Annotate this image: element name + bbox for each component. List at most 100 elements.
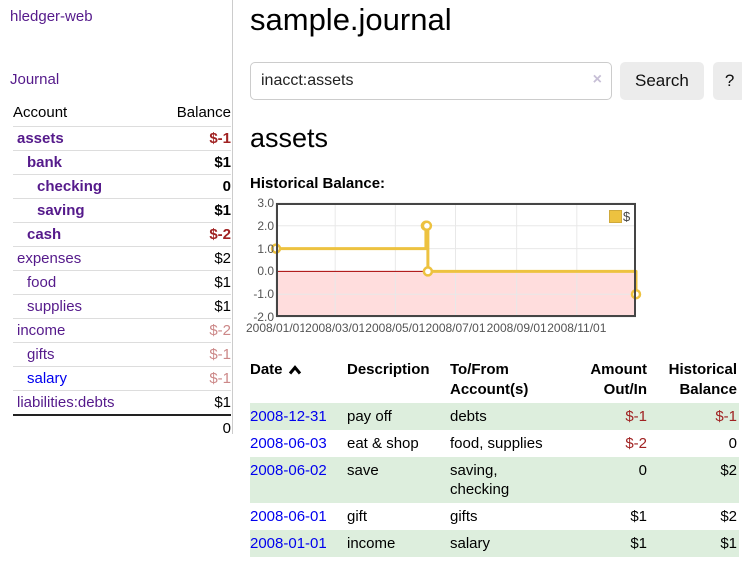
account-link[interactable]: gifts (27, 346, 55, 363)
account-balance: $2 (155, 246, 231, 271)
accounts-header-balance: Balance (176, 104, 231, 121)
account-row: income $-2 (13, 318, 231, 343)
account-link[interactable]: income (17, 322, 66, 339)
accounts-table: Account Balance assets $-1 bank $1 checking 0… (13, 102, 231, 441)
y-axis-tick-label: 2.0 (257, 218, 274, 233)
transaction-accounts: food, supplies (450, 435, 543, 452)
transaction-row: 2008-06-02 save saving, checking 0 $2 (250, 457, 739, 503)
accounts-total-row: 0 (13, 414, 231, 441)
account-balance: 0 (155, 174, 231, 199)
transaction-amount: $1 (630, 508, 647, 525)
register-header-accounts: To/From Account(s) (450, 361, 529, 398)
transaction-amount: $1 (630, 535, 647, 552)
page-title: sample.journal (250, 2, 452, 37)
transaction-date-link[interactable]: 2008-06-03 (250, 435, 327, 452)
accounts-total-value: 0 (155, 414, 231, 441)
account-balance: $-1 (155, 126, 231, 151)
account-balance: $1 (155, 198, 231, 223)
account-link[interactable]: saving (37, 202, 85, 219)
register-header-description: Description (347, 361, 430, 378)
transaction-balance: $2 (720, 462, 737, 479)
legend-swatch (609, 210, 622, 223)
transaction-balance: $1 (720, 535, 737, 552)
account-balance: $-1 (155, 366, 231, 391)
account-link[interactable]: food (27, 274, 57, 291)
y-axis-tick-label: 0.0 (257, 264, 274, 279)
transaction-description: save (347, 462, 379, 479)
transaction-accounts: salary (450, 535, 491, 552)
sort-ascending-icon (288, 365, 301, 375)
chart-title: Historical Balance: (250, 175, 386, 192)
account-row: checking 0 (13, 174, 231, 199)
x-axis-tick-label: 2008/09/01 (485, 321, 548, 335)
transaction-accounts: gifts (450, 508, 478, 525)
transaction-row: 2008-01-01 income salary $1 $1 (250, 530, 739, 557)
account-link[interactable]: liabilities:debts (17, 394, 115, 411)
transaction-description: gift (347, 508, 368, 525)
transaction-accounts: saving, checking (450, 462, 510, 498)
account-link[interactable]: salary (27, 370, 68, 387)
account-balance: $1 (155, 270, 231, 295)
transaction-accounts: debts (450, 408, 487, 425)
account-link[interactable]: cash (27, 226, 62, 243)
account-row: bank $1 (13, 150, 231, 175)
account-row: saving $1 (13, 198, 231, 223)
register-table: Date Description To/From Account(s) Amou… (250, 357, 739, 557)
accounts-header-account: Account (13, 104, 68, 121)
account-link[interactable]: supplies (27, 298, 83, 315)
chart-legend: $ (607, 208, 633, 225)
account-balance: $1 (155, 390, 231, 415)
transaction-description: pay off (347, 408, 392, 425)
transaction-row: 2008-12-31 pay off debts $-1 $-1 (250, 403, 739, 430)
brand-link[interactable]: hledger-web (10, 8, 93, 25)
main-content: sample.journal × Search ? assets Histori… (233, 0, 742, 557)
y-axis-tick-label: 1.0 (257, 241, 274, 256)
account-balance: $-2 (155, 222, 231, 247)
account-row: assets $-1 (13, 126, 231, 151)
x-axis-tick-label: 2008/07/01 (424, 321, 487, 335)
legend-label: $ (623, 209, 631, 224)
sidebar: hledger-web Journal Account Balance asse… (0, 0, 233, 441)
account-row: supplies $1 (13, 294, 231, 319)
account-link[interactable]: expenses (17, 250, 82, 267)
account-row: salary $-1 (13, 366, 231, 391)
transaction-row: 2008-06-01 gift gifts $1 $2 (250, 503, 739, 530)
nav-journal-link[interactable]: Journal (10, 71, 60, 88)
transaction-balance: $2 (720, 508, 737, 525)
transaction-amount: $-1 (625, 408, 647, 425)
help-button[interactable]: ? (712, 62, 742, 100)
account-link[interactable]: assets (17, 130, 64, 147)
transaction-amount: 0 (638, 462, 647, 479)
account-balance: $-1 (155, 342, 231, 367)
account-link[interactable]: bank (27, 154, 63, 171)
transaction-description: eat & shop (347, 435, 419, 452)
x-axis-tick-label: 2008/11/01 (546, 321, 608, 335)
transaction-row: 2008-06-03 eat & shop food, supplies $-2 0 (250, 430, 739, 457)
search-input[interactable] (250, 62, 612, 100)
transaction-date-link[interactable]: 2008-06-02 (250, 462, 327, 479)
register-header-balance: Historical Balance (668, 361, 737, 398)
transaction-description: income (347, 535, 396, 552)
account-row: expenses $2 (13, 246, 231, 271)
account-row: food $1 (13, 270, 231, 295)
register-header-amount: Amount Out/In (590, 361, 647, 398)
account-balance: $1 (155, 150, 231, 175)
account-balance: $1 (155, 294, 231, 319)
transaction-date-link[interactable]: 2008-12-31 (250, 408, 327, 425)
account-heading: assets (250, 123, 329, 153)
transaction-balance: 0 (728, 435, 737, 452)
register-header-date[interactable]: Date (250, 357, 347, 403)
transaction-amount: $-2 (625, 435, 647, 452)
y-axis-tick-label: -1.0 (253, 287, 274, 302)
x-axis-tick-label: 2008/05/01 (364, 321, 427, 335)
transaction-date-link[interactable]: 2008-01-01 (250, 535, 327, 552)
historical-balance-chart: 3.0 2.0 1.0 0.0 -1.0 -2.0 2008/01/01 2008/03/0… (244, 197, 742, 338)
clear-search-icon[interactable]: × (592, 71, 602, 88)
transaction-date-link[interactable]: 2008-06-01 (250, 508, 327, 525)
account-row: cash $-2 (13, 222, 231, 247)
balance-plot (270, 202, 642, 318)
search-button[interactable]: Search (620, 62, 704, 100)
y-axis-tick-label: -2.0 (253, 310, 274, 324)
x-axis-tick-label: 2008/01/01 (244, 321, 308, 335)
account-link[interactable]: checking (37, 178, 103, 195)
